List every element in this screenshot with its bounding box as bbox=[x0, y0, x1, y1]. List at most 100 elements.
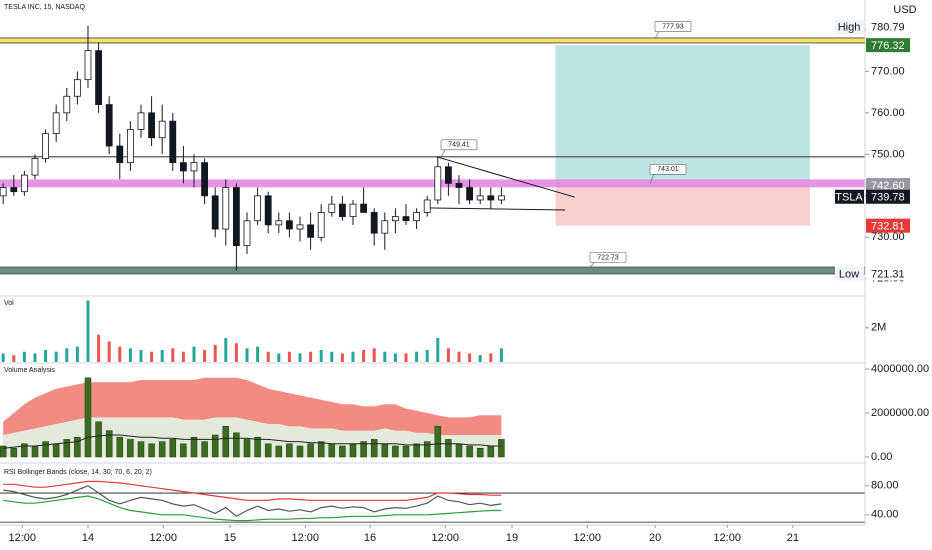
analysis-bar bbox=[413, 443, 420, 458]
volume-bar bbox=[393, 353, 397, 362]
candle-body bbox=[307, 224, 314, 238]
x-tick-label: 12:00 bbox=[431, 532, 459, 544]
volume-bar bbox=[415, 351, 419, 362]
x-tick-label: 21 bbox=[787, 532, 799, 544]
analysis-bar bbox=[158, 441, 166, 458]
x-tick-label: 20 bbox=[649, 532, 661, 544]
analysis-bar bbox=[466, 445, 473, 458]
candle-body bbox=[434, 166, 442, 201]
volume-bar bbox=[97, 334, 101, 362]
candle-body bbox=[211, 195, 219, 230]
volume-bar bbox=[1, 353, 5, 362]
candle-body bbox=[285, 220, 293, 230]
volume-bar bbox=[192, 346, 196, 362]
analysis-bar bbox=[0, 445, 7, 458]
level-label: 722.73 bbox=[597, 254, 619, 261]
volume-bar bbox=[171, 348, 175, 362]
analysis-bar bbox=[148, 443, 155, 458]
x-tick-label: 16 bbox=[364, 532, 376, 544]
price-value-box bbox=[866, 218, 910, 233]
volume-bar bbox=[75, 346, 79, 362]
candle-body bbox=[275, 220, 283, 226]
analysis-bar bbox=[84, 377, 92, 458]
axis-unit: USD bbox=[893, 4, 916, 16]
candle-body bbox=[445, 166, 452, 184]
level-label: 777.93 bbox=[662, 23, 684, 30]
volume-bar bbox=[86, 300, 90, 362]
candle-body bbox=[158, 120, 166, 139]
volume-bar bbox=[139, 350, 143, 362]
analysis-bar bbox=[180, 443, 187, 458]
analysis-bar bbox=[31, 445, 39, 458]
price-value-box bbox=[866, 38, 910, 53]
rsi-upper bbox=[3, 480, 502, 501]
analysis-bar bbox=[10, 447, 18, 458]
rsi-lower bbox=[3, 495, 502, 522]
analysis-bar bbox=[349, 443, 357, 458]
price-name: TSLA bbox=[835, 192, 863, 204]
price-value-box bbox=[866, 189, 910, 204]
volume-bar bbox=[12, 355, 16, 362]
y-tick-label: 730.00 bbox=[871, 231, 905, 243]
analysis-bar bbox=[63, 439, 71, 458]
analysis-bar bbox=[370, 439, 378, 458]
candle-body bbox=[63, 95, 71, 114]
candle-body bbox=[20, 174, 28, 193]
analysis-bar bbox=[264, 443, 272, 458]
price-value-box bbox=[866, 266, 932, 281]
x-tick-label: 15 bbox=[224, 532, 236, 544]
candle-body bbox=[179, 162, 187, 172]
volume-bar bbox=[287, 351, 291, 362]
candle-body bbox=[360, 203, 367, 213]
volume-bar bbox=[128, 348, 132, 362]
pane-title: Vol bbox=[4, 300, 14, 307]
volume-bar bbox=[245, 348, 249, 362]
price-value: 776.32 bbox=[871, 40, 905, 52]
analysis-bar bbox=[392, 445, 399, 458]
volume-bar bbox=[489, 353, 493, 362]
candle-body bbox=[10, 187, 18, 193]
candle-body bbox=[73, 79, 81, 97]
volume-bar bbox=[224, 338, 228, 362]
x-tick-label: 12:00 bbox=[8, 532, 36, 544]
volume-bar bbox=[468, 353, 472, 362]
price-value: 742.60 bbox=[871, 180, 905, 192]
y-tick-label: 40.00 bbox=[871, 509, 899, 521]
candle-body bbox=[487, 195, 495, 201]
level-label-box bbox=[589, 252, 627, 263]
price-name: Low bbox=[839, 268, 859, 280]
volume-bar bbox=[425, 350, 429, 362]
price-name-box bbox=[835, 266, 864, 281]
candle-body bbox=[381, 220, 389, 234]
candle-body bbox=[232, 187, 240, 247]
volume-bar bbox=[404, 353, 408, 362]
candle-body bbox=[264, 195, 272, 226]
analysis-bar bbox=[328, 443, 336, 458]
volume-bar bbox=[118, 346, 122, 362]
candle-body bbox=[243, 220, 251, 247]
level-label-pointer bbox=[654, 31, 660, 39]
volume-bar bbox=[150, 351, 154, 362]
volume-bar bbox=[203, 350, 207, 362]
analysis-bar bbox=[360, 441, 367, 458]
y-tick-label: 770.00 bbox=[871, 65, 905, 77]
analysis-bar bbox=[402, 445, 410, 458]
candle-body bbox=[498, 195, 505, 201]
volume-bar bbox=[478, 355, 482, 362]
level-label-pointer bbox=[589, 262, 595, 268]
candle-body bbox=[0, 187, 7, 197]
candle-body bbox=[328, 203, 336, 213]
rsi-rsi bbox=[3, 485, 502, 518]
x-tick-label: 12:00 bbox=[292, 532, 320, 544]
x-tick-label: 19 bbox=[506, 532, 518, 544]
y-tick-label: 2M bbox=[871, 322, 886, 334]
analysis-bar bbox=[455, 443, 463, 458]
level-label: 743.01 bbox=[657, 166, 679, 173]
volume-bar bbox=[298, 353, 302, 362]
analysis-bar bbox=[42, 441, 49, 458]
analysis-bar bbox=[381, 443, 389, 458]
candle-body bbox=[126, 129, 134, 164]
price-name: High bbox=[838, 22, 861, 34]
candle-body bbox=[370, 212, 378, 234]
analysis-bar bbox=[201, 441, 208, 458]
